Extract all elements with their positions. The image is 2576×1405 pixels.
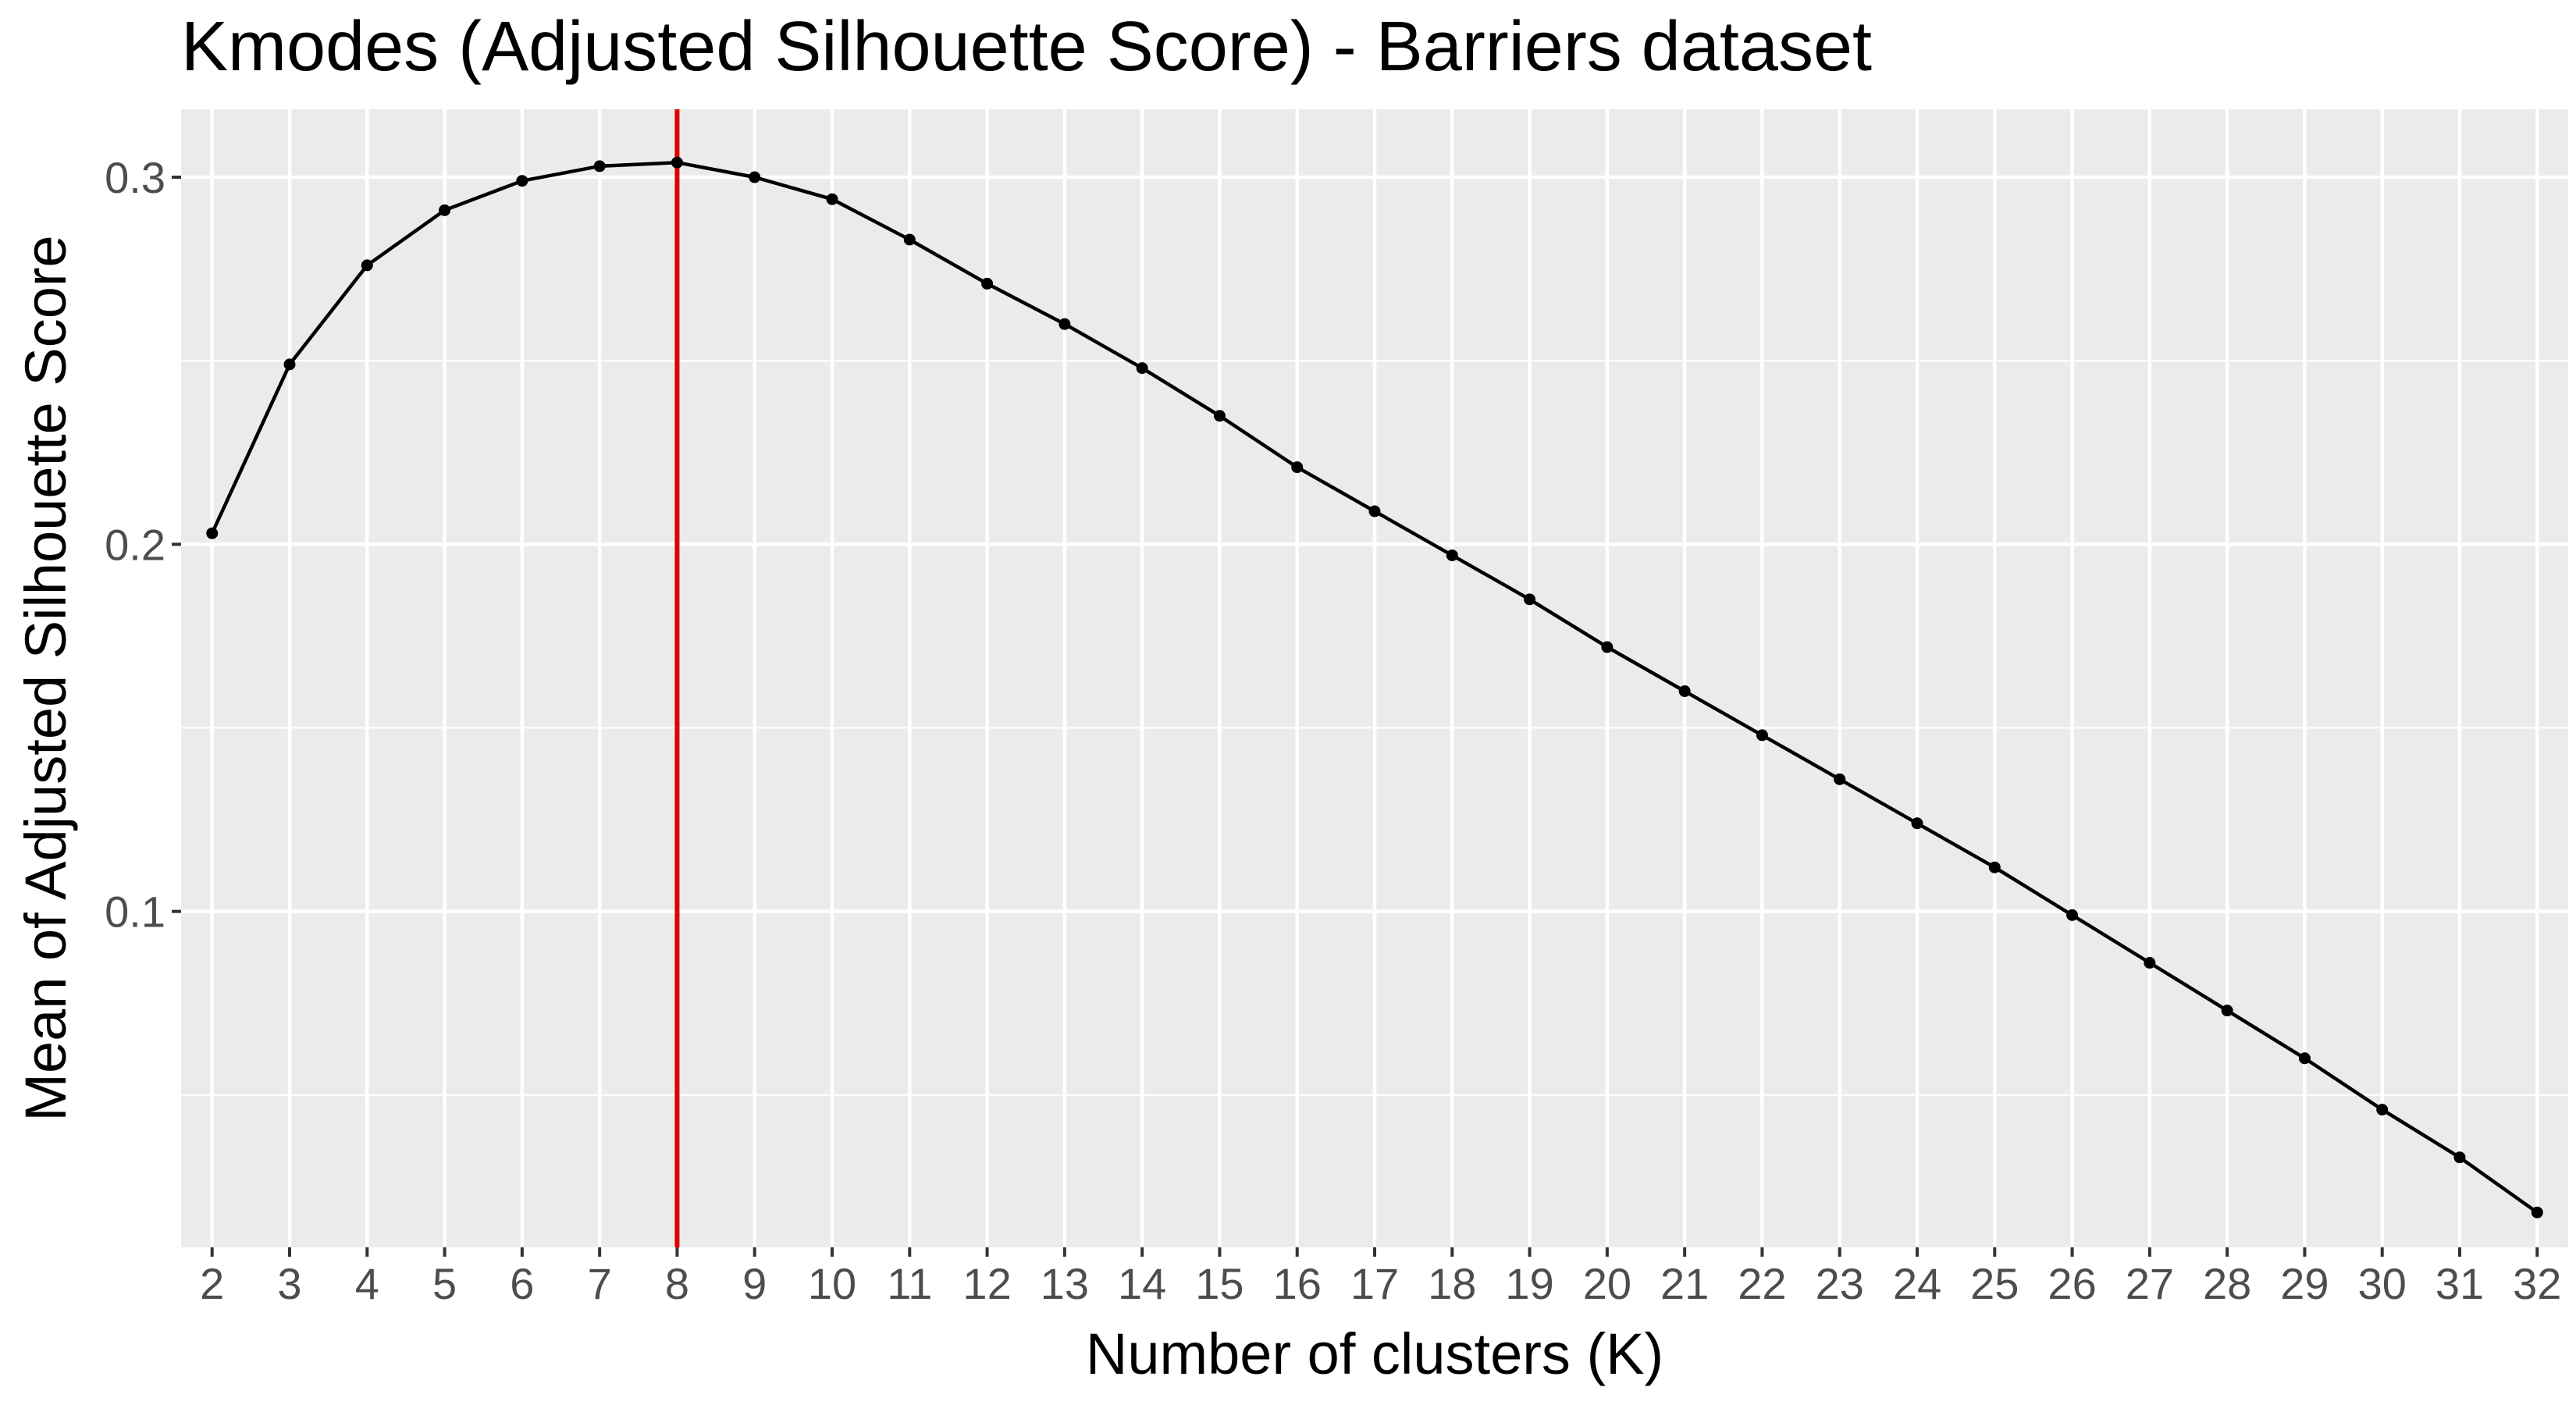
x-tick-label: 12 — [962, 1259, 1011, 1308]
x-tick-label: 11 — [887, 1259, 932, 1308]
data-point — [2221, 1005, 2233, 1017]
x-tick-label: 30 — [2358, 1259, 2407, 1308]
data-point — [671, 156, 683, 169]
x-axis: 2 3 4 5 6 7 8 9 10 11 12 13 14 15 16 17 18 19 20 21 22 23 24 25… — [200, 1247, 2561, 1308]
data-point — [283, 358, 296, 371]
x-tick-label: 21 — [1660, 1259, 1709, 1308]
x-tick-label: 27 — [2126, 1259, 2174, 1308]
x-tick-label: 18 — [1428, 1259, 1476, 1308]
x-tick-label: 14 — [1118, 1259, 1166, 1308]
data-point — [439, 204, 451, 216]
data-point — [2144, 957, 2156, 969]
series-group — [206, 156, 2543, 1218]
y-tick-label: 0.2 — [105, 520, 165, 569]
data-point — [1988, 861, 2001, 873]
x-tick-label: 3 — [277, 1259, 301, 1308]
x-tick-label: 23 — [1816, 1259, 1864, 1308]
data-point — [1911, 817, 1923, 830]
gridlines — [181, 109, 2568, 1247]
x-tick-label: 19 — [1505, 1259, 1553, 1308]
x-axis-title: Number of clusters (K) — [1086, 1321, 1663, 1386]
x-tick-label: 4 — [355, 1259, 379, 1308]
x-tick-label: 22 — [1738, 1259, 1786, 1308]
x-tick-label: 24 — [1893, 1259, 1941, 1308]
x-tick-label: 28 — [2203, 1259, 2251, 1308]
data-point — [1601, 641, 1614, 653]
data-point — [1678, 685, 1691, 697]
data-point — [2376, 1104, 2389, 1116]
data-point — [2531, 1206, 2543, 1218]
x-tick-label: 5 — [432, 1259, 457, 1308]
data-point — [206, 527, 219, 539]
data-point — [1756, 729, 1768, 742]
x-tick-label: 32 — [2513, 1259, 2561, 1308]
x-tick-label: 17 — [1350, 1259, 1399, 1308]
data-point — [1059, 318, 1071, 330]
x-tick-label: 9 — [742, 1259, 767, 1308]
data-point — [1368, 505, 1381, 518]
data-point — [1834, 773, 1846, 785]
x-tick-label: 15 — [1195, 1259, 1244, 1308]
y-tick-label: 0.3 — [105, 153, 165, 202]
data-point — [1291, 461, 1304, 474]
x-tick-label: 13 — [1041, 1259, 1089, 1308]
x-tick-label: 10 — [808, 1259, 856, 1308]
data-point — [361, 259, 373, 272]
y-tick-label: 0.1 — [105, 887, 165, 937]
data-point — [1524, 593, 1536, 606]
chart-title: Kmodes (Adjusted Silhouette Score) - Bar… — [181, 8, 1872, 86]
data-point — [826, 193, 838, 205]
x-tick-label: 29 — [2280, 1259, 2329, 1308]
data-point — [1446, 549, 1458, 561]
x-tick-label: 2 — [200, 1259, 224, 1308]
data-point — [981, 277, 994, 290]
x-tick-label: 26 — [2048, 1259, 2096, 1308]
x-tick-label: 31 — [2435, 1259, 2484, 1308]
x-tick-label: 25 — [1970, 1259, 2019, 1308]
data-point — [593, 160, 606, 173]
data-point — [749, 171, 761, 183]
x-tick-label: 16 — [1273, 1259, 1322, 1308]
x-tick-label: 7 — [588, 1259, 612, 1308]
data-point — [516, 175, 528, 187]
x-tick-label: 20 — [1583, 1259, 1631, 1308]
data-point — [2298, 1052, 2311, 1065]
x-tick-label: 8 — [665, 1259, 689, 1308]
data-point — [1213, 410, 1226, 422]
data-point — [903, 233, 916, 246]
data-point — [1136, 362, 1148, 375]
data-point — [2453, 1151, 2466, 1164]
y-axis: 0.1 0.2 0.3 — [105, 153, 181, 937]
data-point — [2066, 909, 2079, 921]
y-axis-title: Mean of Adjusted Silhouette Score — [13, 235, 78, 1121]
x-tick-label: 6 — [510, 1259, 534, 1308]
